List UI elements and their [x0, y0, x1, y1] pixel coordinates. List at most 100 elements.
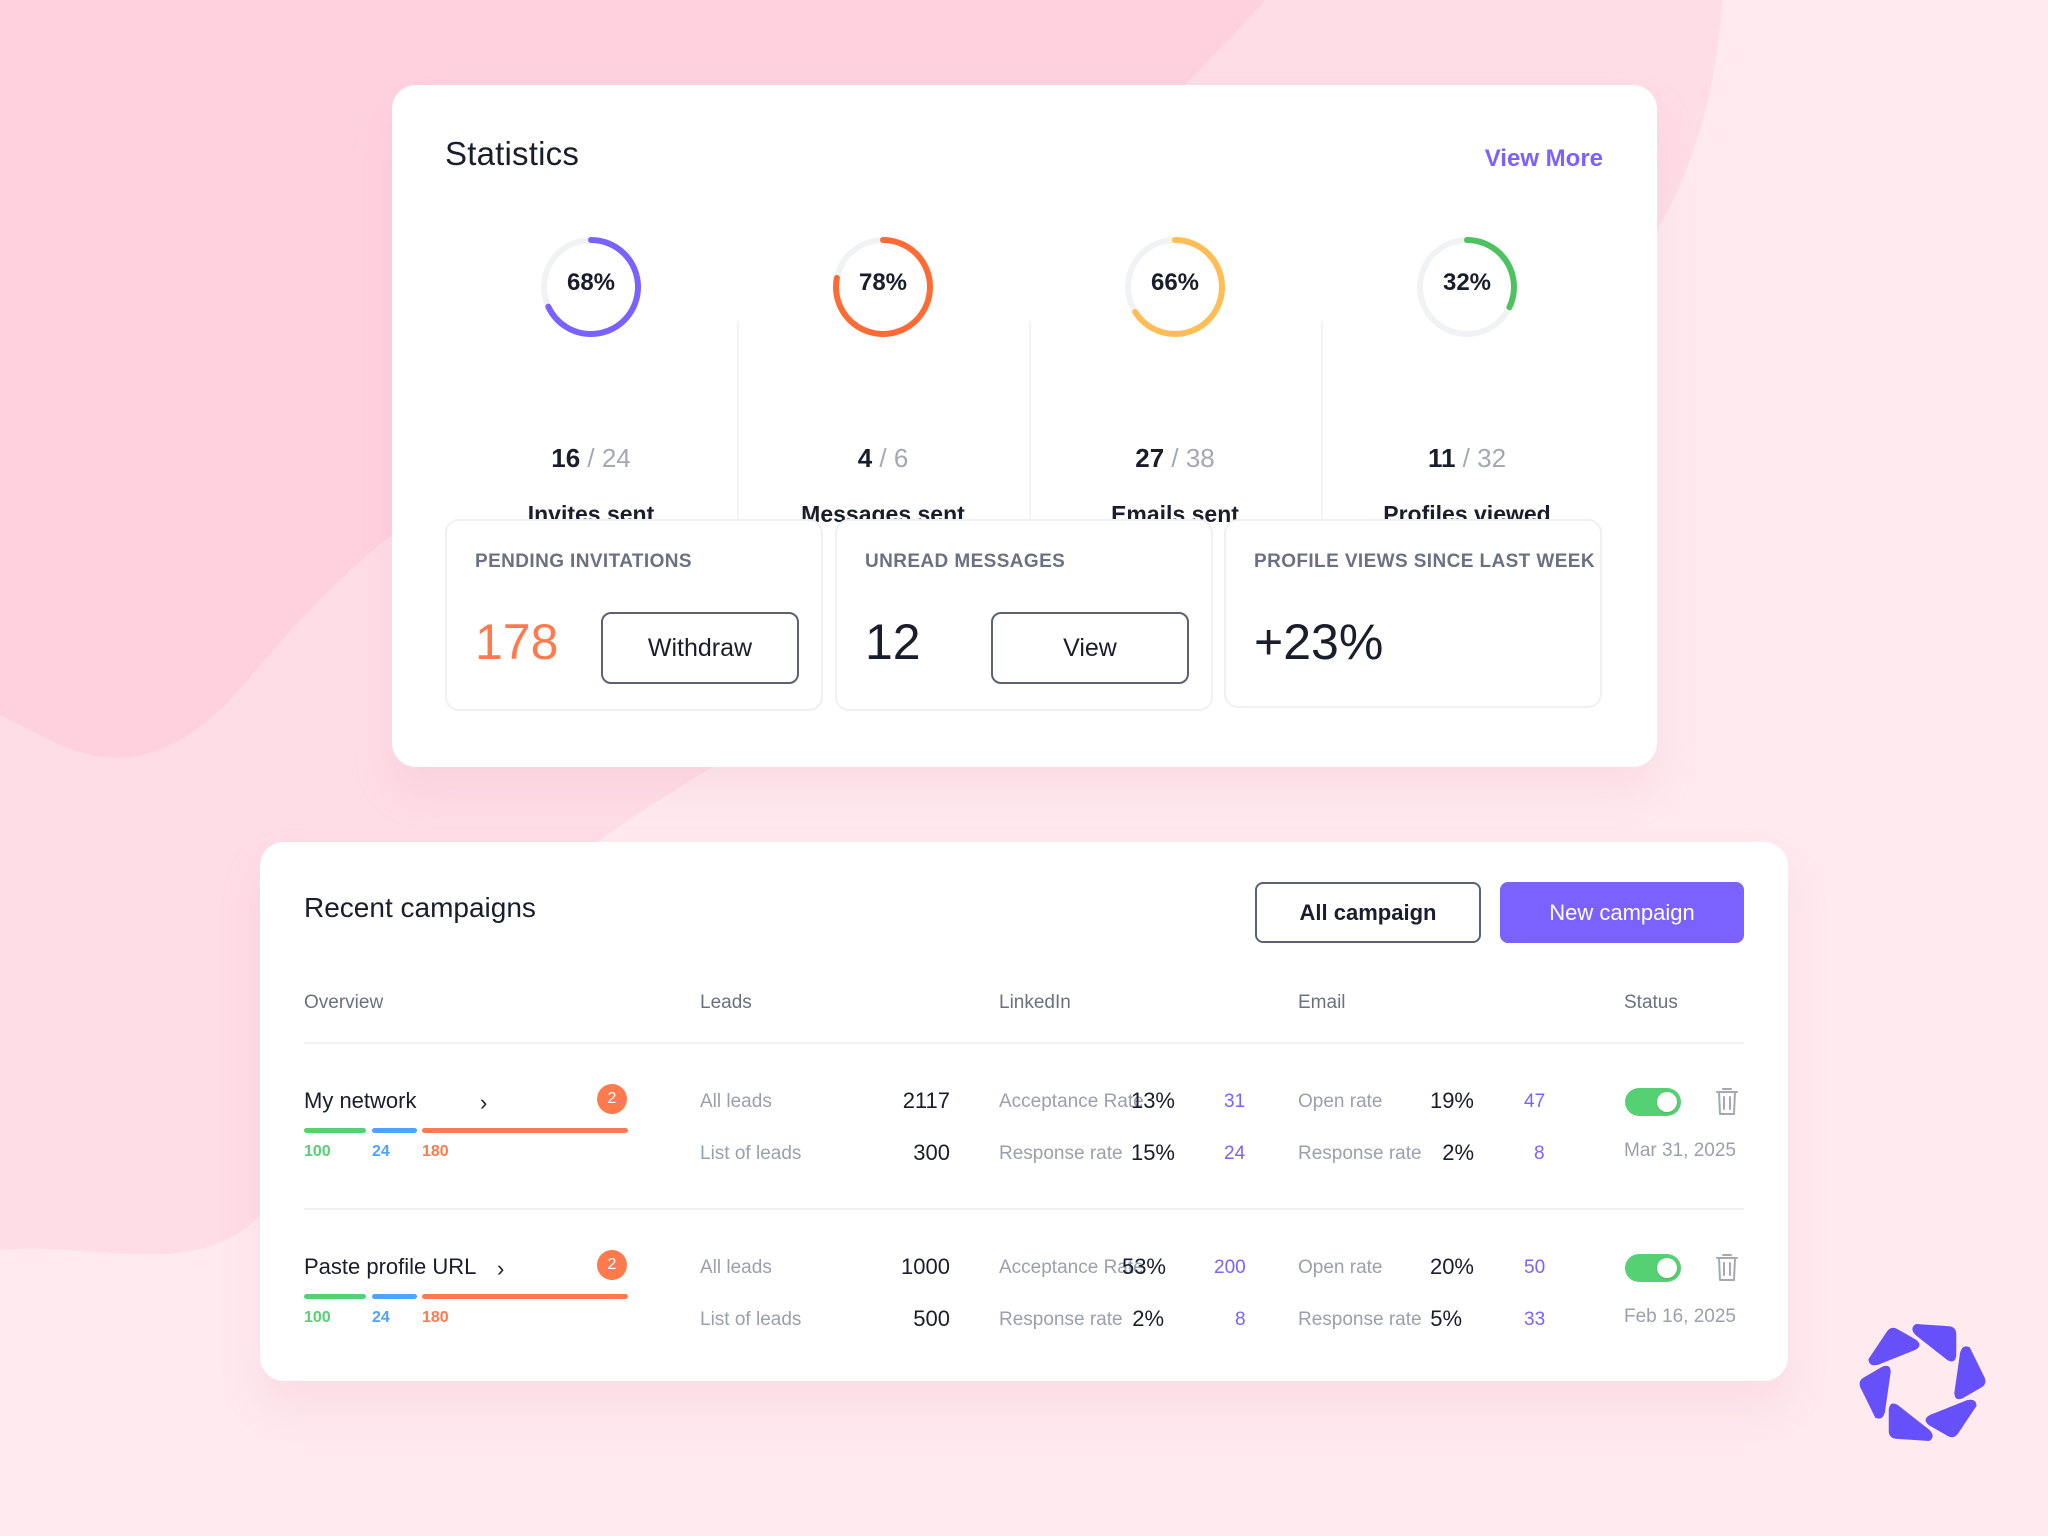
kpi-row: PENDING INVITATIONS 178 Withdraw UNREAD …: [445, 519, 1605, 711]
linkedin-response-count: 8: [1235, 1309, 1246, 1330]
aperture-logo-icon: [1859, 1324, 1986, 1441]
leads-list-value: 300: [913, 1140, 950, 1165]
kpi-title: PROFILE VIEWS SINCE LAST WEEK: [1254, 551, 1595, 572]
campaign-date: Mar 31, 2025: [1624, 1140, 1736, 1161]
kpi-value: 178: [475, 614, 559, 670]
campaign-name[interactable]: Paste profile URL: [304, 1254, 477, 1279]
leads-list-label: List of leads: [700, 1143, 802, 1164]
gauge-messages: 78% 4 / 6 Messages sent: [737, 233, 1029, 541]
linkedin-acceptance-pct: 53%: [1121, 1254, 1166, 1279]
progress-bar-orange: [422, 1128, 628, 1133]
all-campaign-button[interactable]: All campaign: [1255, 882, 1481, 943]
email-open-pct: 19%: [1429, 1088, 1474, 1113]
gauge-row: 68% 16 / 24 Invites sent 78% 4 / 6 Messa…: [445, 233, 1613, 541]
gauge-value: 11: [1427, 443, 1456, 473]
gauge-count: 4 / 6: [857, 443, 909, 473]
column-header-status: Status: [1624, 992, 1678, 1013]
campaign-row: My network › 2 100 24 180 All leads 2117…: [260, 1084, 1788, 1208]
campaign-name[interactable]: My network: [304, 1088, 417, 1113]
progress-bar-green: [304, 1128, 366, 1133]
progress-ring-icon: [541, 237, 641, 337]
linkedin-response-pct: 2%: [1132, 1306, 1164, 1331]
bar-count-green: 100: [304, 1143, 331, 1160]
gauge-total: 24: [601, 443, 631, 473]
gauge-value: 4: [857, 443, 873, 473]
progress-bar-orange: [422, 1294, 628, 1299]
campaign-row: Paste profile URL › 2 100 24 180 All lea…: [260, 1250, 1788, 1374]
linkedin-acceptance-label: Acceptance Rate: [999, 1091, 1144, 1112]
bar-count-blue: 24: [372, 1143, 390, 1160]
gauge-emails: 66% 27 / 38 Emails sent: [1029, 233, 1321, 541]
linkedin-response-pct: 15%: [1130, 1140, 1175, 1165]
bar-count-orange: 180: [422, 1143, 449, 1160]
new-campaign-button[interactable]: New campaign: [1500, 882, 1744, 943]
gauge-value: 27: [1135, 443, 1165, 473]
email-response-pct: 2%: [1442, 1140, 1474, 1165]
statistics-card: Statistics View More 68% 16 / 24 Invites…: [392, 85, 1657, 767]
linkedin-acceptance-label: Acceptance Rate: [999, 1257, 1144, 1278]
gauge-count: 27 / 38: [1135, 443, 1215, 473]
leads-all-label: All leads: [700, 1091, 772, 1112]
linkedin-acceptance-pct: 13%: [1130, 1088, 1175, 1113]
email-open-label: Open rate: [1298, 1091, 1383, 1112]
gauge-invites: 68% 16 / 24 Invites sent: [445, 233, 737, 539]
leads-all-value: 1000: [901, 1254, 950, 1279]
withdraw-button[interactable]: Withdraw: [601, 612, 799, 684]
progress-ring-icon: [1125, 237, 1225, 337]
trash-icon[interactable]: [1715, 1252, 1739, 1282]
progress-ring-icon: [833, 237, 933, 337]
email-response-label: Response rate: [1298, 1309, 1422, 1330]
notification-badge: 2: [597, 1250, 627, 1280]
gauge-value: 16: [551, 443, 581, 473]
email-open-count: 50: [1524, 1257, 1546, 1278]
kpi-title: UNREAD MESSAGES: [865, 551, 1066, 572]
email-response-count: 8: [1534, 1143, 1545, 1164]
gauge-total: 38: [1185, 443, 1215, 473]
view-more-link[interactable]: View More: [1484, 145, 1603, 172]
gauge-total: 6: [893, 443, 909, 473]
gauge-count: 16 / 24: [551, 443, 631, 473]
email-open-count: 47: [1524, 1091, 1546, 1112]
kpi-unread-messages: UNREAD MESSAGES 12 View: [835, 519, 1213, 711]
status-toggle[interactable]: [1625, 1254, 1681, 1282]
email-response-count: 33: [1524, 1309, 1546, 1330]
gauge-percent: 68%: [566, 269, 616, 296]
column-header-linkedin: LinkedIn: [999, 992, 1071, 1013]
status-toggle[interactable]: [1625, 1088, 1681, 1116]
email-open-label: Open rate: [1298, 1257, 1383, 1278]
chevron-right-icon[interactable]: ›: [497, 1256, 505, 1281]
trash-icon[interactable]: [1715, 1086, 1739, 1116]
campaign-date: Feb 16, 2025: [1624, 1306, 1736, 1327]
linkedin-acceptance-count: 31: [1224, 1091, 1246, 1112]
column-header-overview: Overview: [304, 992, 384, 1013]
progress-ring-icon: [1417, 237, 1517, 337]
kpi-value: +23%: [1254, 614, 1384, 670]
email-response-pct: 5%: [1430, 1306, 1462, 1331]
gauge-percent: 32%: [1442, 269, 1492, 296]
bar-count-orange: 180: [422, 1309, 449, 1326]
progress-bar-blue: [372, 1128, 417, 1133]
statistics-title: Statistics: [445, 135, 580, 172]
linkedin-response-count: 24: [1224, 1143, 1246, 1164]
linkedin-response-label: Response rate: [999, 1309, 1123, 1330]
gauge-count: 11 / 32: [1427, 443, 1507, 473]
bar-count-green: 100: [304, 1309, 331, 1326]
header-divider: [304, 1042, 1744, 1044]
column-header-email: Email: [1298, 992, 1346, 1013]
kpi-profile-views: PROFILE VIEWS SINCE LAST WEEK +23%: [1224, 519, 1602, 708]
leads-all-value: 2117: [902, 1088, 950, 1113]
linkedin-response-label: Response rate: [999, 1143, 1123, 1164]
campaigns-title: Recent campaigns: [304, 892, 536, 923]
leads-all-label: All leads: [700, 1257, 772, 1278]
chevron-right-icon[interactable]: ›: [480, 1090, 488, 1115]
kpi-value: 12: [865, 614, 921, 670]
gauge-profiles: 32% 11 / 32 Profiles viewed: [1321, 233, 1613, 541]
gauge-percent: 78%: [858, 269, 908, 296]
gauge-percent: 66%: [1150, 269, 1200, 296]
leads-list-label: List of leads: [700, 1309, 802, 1330]
notification-badge: 2: [597, 1084, 627, 1114]
progress-bar-green: [304, 1294, 366, 1299]
row-divider: [304, 1208, 1744, 1210]
gauge-total: 32: [1477, 443, 1507, 473]
view-messages-button[interactable]: View: [991, 612, 1189, 684]
